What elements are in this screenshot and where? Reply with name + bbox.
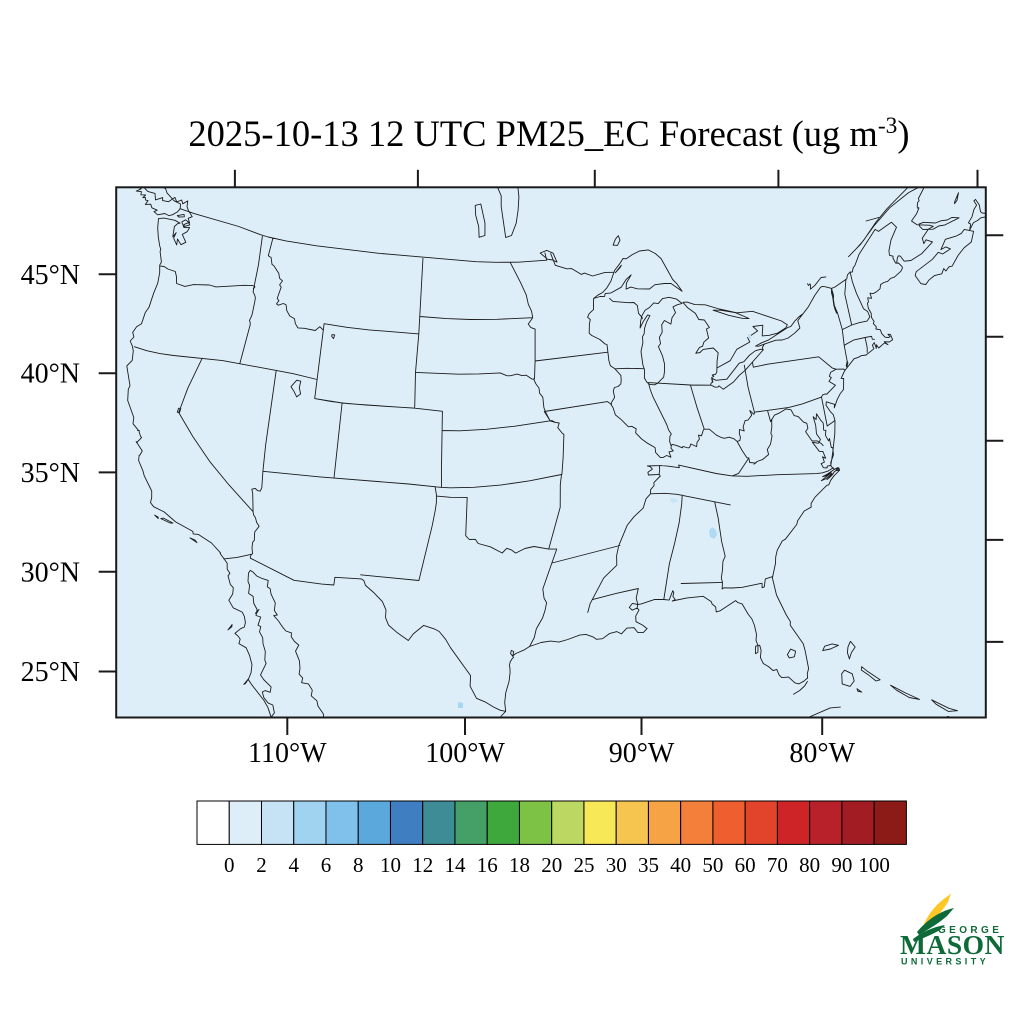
svg-text:40: 40 [670, 853, 691, 877]
svg-text:110°W: 110°W [248, 738, 327, 769]
svg-text:20: 20 [541, 853, 562, 877]
svg-text:MASON: MASON [900, 929, 1005, 960]
svg-text:40°N: 40°N [21, 359, 80, 390]
svg-text:14: 14 [444, 853, 466, 877]
svg-text:100°W: 100°W [425, 738, 505, 769]
svg-text:18: 18 [509, 853, 530, 877]
svg-text:2025-10-13 12 UTC PM25_EC Fore: 2025-10-13 12 UTC PM25_EC Forecast (ug m… [188, 113, 909, 154]
svg-text:30°N: 30°N [21, 557, 80, 588]
svg-text:0: 0 [224, 853, 235, 877]
svg-text:35: 35 [638, 853, 659, 877]
svg-text:35°N: 35°N [21, 458, 80, 489]
svg-text:6: 6 [321, 853, 332, 877]
svg-text:60: 60 [735, 853, 756, 877]
svg-text:80°W: 80°W [789, 738, 855, 769]
svg-text:80: 80 [799, 853, 820, 877]
svg-text:70: 70 [767, 853, 788, 877]
svg-text:100: 100 [858, 853, 890, 877]
svg-text:2: 2 [256, 853, 267, 877]
svg-text:50: 50 [702, 853, 723, 877]
svg-text:90: 90 [831, 853, 852, 877]
svg-text:10: 10 [380, 853, 401, 877]
svg-text:45°N: 45°N [21, 260, 80, 291]
svg-text:GEORGE: GEORGE [938, 925, 1002, 936]
svg-text:4: 4 [288, 853, 299, 877]
svg-text:8: 8 [353, 853, 364, 877]
svg-text:16: 16 [477, 853, 498, 877]
svg-text:30: 30 [606, 853, 627, 877]
svg-text:UNIVERSITY: UNIVERSITY [901, 957, 989, 967]
svg-text:90°W: 90°W [609, 738, 675, 769]
svg-text:25: 25 [573, 853, 594, 877]
svg-text:25°N: 25°N [21, 657, 80, 688]
svg-text:12: 12 [412, 853, 433, 877]
